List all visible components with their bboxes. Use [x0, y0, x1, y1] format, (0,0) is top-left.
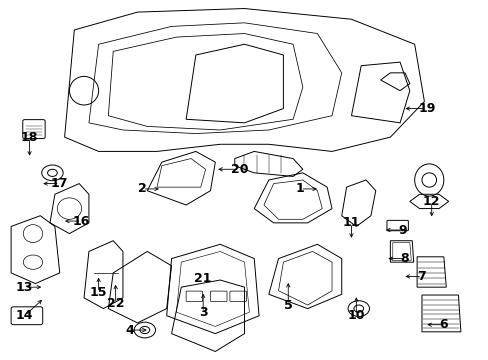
Text: 21: 21: [194, 272, 211, 285]
Text: 22: 22: [107, 297, 124, 310]
Text: 13: 13: [16, 281, 33, 294]
Text: 11: 11: [342, 216, 360, 229]
Text: 4: 4: [125, 324, 134, 337]
Text: 19: 19: [417, 102, 435, 115]
Text: 1: 1: [295, 183, 304, 195]
Text: 8: 8: [400, 252, 408, 265]
Text: 18: 18: [21, 131, 38, 144]
Text: 20: 20: [230, 163, 248, 176]
Text: 7: 7: [417, 270, 426, 283]
Text: 10: 10: [347, 309, 365, 322]
Text: 5: 5: [284, 298, 292, 311]
Text: 2: 2: [138, 183, 146, 195]
Text: 3: 3: [199, 306, 207, 319]
Text: 17: 17: [51, 177, 68, 190]
Text: 9: 9: [397, 224, 406, 237]
Text: 15: 15: [90, 286, 107, 299]
Text: 12: 12: [422, 195, 440, 208]
Text: 16: 16: [73, 215, 90, 228]
Text: 6: 6: [439, 318, 447, 331]
Text: 14: 14: [16, 309, 33, 322]
